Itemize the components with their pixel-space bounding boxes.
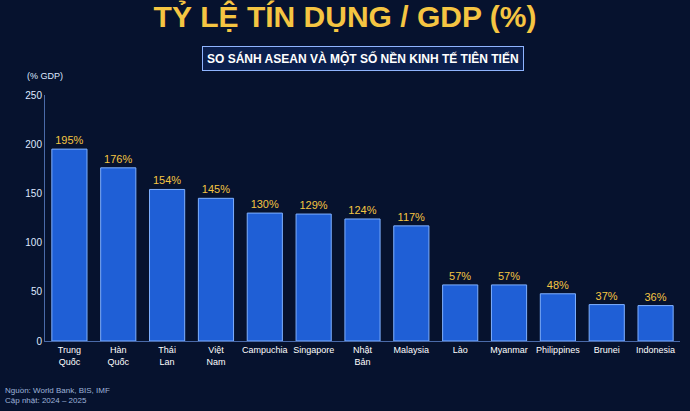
svg-text:250: 250: [25, 90, 42, 101]
svg-text:Singapore: Singapore: [293, 345, 334, 355]
svg-text:200: 200: [25, 139, 42, 150]
svg-text:195%: 195%: [55, 134, 83, 146]
svg-text:Malaysia: Malaysia: [394, 345, 430, 355]
svg-text:154%: 154%: [153, 174, 181, 186]
svg-text:Myanmar: Myanmar: [490, 345, 528, 355]
svg-text:Campuchia: Campuchia: [242, 345, 288, 355]
svg-text:145%: 145%: [202, 183, 230, 195]
svg-text:36%: 36%: [644, 291, 666, 303]
svg-text:57%: 57%: [449, 270, 471, 282]
svg-text:117%: 117%: [398, 211, 426, 223]
svg-text:Nguồn: World Bank, BIS, IMFCập: Nguồn: World Bank, BIS, IMFCập nhật: 202…: [5, 386, 110, 405]
svg-text:HànQuốc: HànQuốc: [108, 345, 130, 367]
svg-text:130%: 130%: [251, 198, 279, 210]
svg-text:0: 0: [36, 336, 42, 347]
svg-text:176%: 176%: [104, 153, 132, 165]
svg-text:Indonesia: Indonesia: [636, 345, 675, 355]
svg-text:NhậtBản: NhậtBản: [353, 345, 373, 367]
svg-text:100: 100: [25, 237, 42, 248]
svg-text:50: 50: [31, 286, 43, 297]
svg-text:150: 150: [25, 188, 42, 199]
svg-text:SO SÁNH ASEAN VÀ MỘT SỐ NỀN KI: SO SÁNH ASEAN VÀ MỘT SỐ NỀN KINH TẾ TIÊN…: [207, 51, 519, 66]
svg-text:37%: 37%: [596, 290, 618, 302]
svg-text:(% GDP): (% GDP): [27, 71, 63, 81]
svg-text:ViệtNam: ViệtNam: [206, 345, 225, 367]
svg-text:Lào: Lào: [453, 345, 468, 355]
svg-text:TỶ LỆ TÍN DỤNG / GDP (%): TỶ LỆ TÍN DỤNG / GDP (%): [154, 0, 537, 33]
svg-text:129%: 129%: [299, 199, 327, 211]
svg-text:57%: 57%: [498, 270, 520, 282]
svg-text:124%: 124%: [348, 204, 376, 216]
svg-text:TháiLan: TháiLan: [158, 345, 176, 367]
svg-text:48%: 48%: [547, 279, 569, 291]
svg-text:Brunei: Brunei: [594, 345, 620, 355]
svg-text:Philippines: Philippines: [536, 345, 580, 355]
svg-text:TrungQuốc: TrungQuốc: [58, 345, 81, 367]
